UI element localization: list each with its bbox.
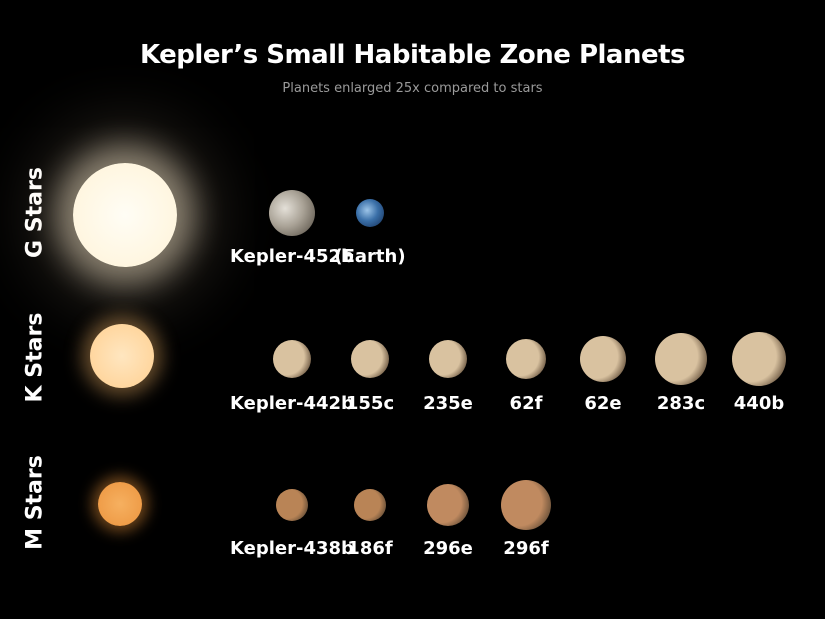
planet-label: 186f xyxy=(347,538,393,559)
planet xyxy=(427,484,469,526)
subtitle: Planets enlarged 25x compared to stars xyxy=(282,81,543,96)
planet xyxy=(354,489,386,521)
planet-label: (Earth) xyxy=(334,246,406,267)
k-star xyxy=(90,324,154,388)
title: Kepler’s Small Habitable Zone Planets xyxy=(139,40,686,70)
planet xyxy=(351,340,389,378)
planet xyxy=(273,340,311,378)
planet-label: Kepler-438b xyxy=(230,538,354,559)
g-star xyxy=(73,163,177,267)
planet-label: 62f xyxy=(509,393,543,414)
planet xyxy=(501,480,551,530)
planet xyxy=(276,489,308,521)
planet xyxy=(732,332,786,386)
planet xyxy=(269,190,315,236)
planet-label: Kepler-442b xyxy=(230,393,354,414)
row-label-g-stars: G Stars xyxy=(22,167,48,258)
planet-label: 296f xyxy=(503,538,549,559)
planet xyxy=(655,333,707,385)
planet xyxy=(506,339,546,379)
row-label-k-stars: K Stars xyxy=(22,312,48,403)
planet-label: 296e xyxy=(423,538,473,559)
planet-label: 155c xyxy=(345,393,395,414)
row-label-m-stars: M Stars xyxy=(22,455,48,550)
planet-label: 62e xyxy=(584,393,622,414)
m-star xyxy=(98,482,142,526)
planet-label: 235e xyxy=(423,393,473,414)
planet xyxy=(429,340,467,378)
planet xyxy=(356,199,384,227)
planet-label: 440b xyxy=(733,393,785,414)
planet-label: Kepler-452b xyxy=(230,246,354,267)
planet-label: 283c xyxy=(656,393,706,414)
planet xyxy=(580,336,626,382)
